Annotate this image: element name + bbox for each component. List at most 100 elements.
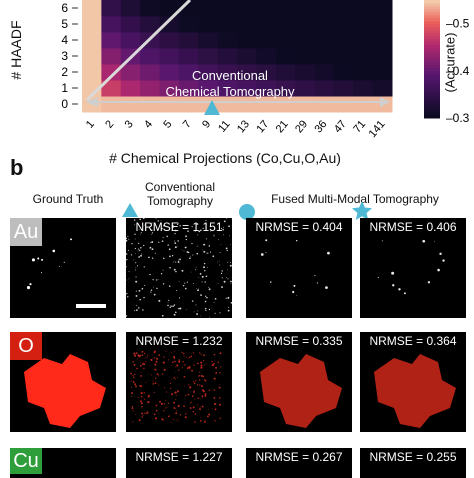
element-badge-o: O — [10, 332, 42, 360]
heatmap-cell — [315, 48, 335, 65]
image-speckle — [167, 305, 169, 307]
image-speckle — [161, 273, 162, 274]
nrmse-label: NRMSE = 0.404 — [246, 220, 352, 234]
image-speckle — [179, 297, 180, 298]
heatmap-cell — [334, 96, 354, 113]
image-speckle — [126, 253, 127, 254]
image-speckle — [197, 384, 198, 385]
x-tick-label: 11 — [216, 118, 233, 134]
image-speckle — [197, 363, 199, 365]
image-speckle — [172, 365, 173, 366]
image-speckle — [140, 362, 141, 363]
image-speckle — [174, 314, 176, 316]
colorbar-segment — [424, 91, 440, 94]
image-speckle — [182, 249, 183, 250]
image-speckle — [222, 271, 223, 272]
image-speckle — [138, 250, 139, 251]
image-speckle — [141, 385, 143, 387]
image-speckle — [162, 315, 164, 317]
image-speckle — [143, 245, 144, 246]
image-speckle — [126, 259, 127, 260]
heatmap-cell — [179, 48, 199, 65]
image-speckle — [198, 277, 199, 278]
image-speckle — [146, 413, 147, 414]
image-speckle — [154, 294, 156, 296]
image-speckle — [135, 414, 136, 415]
image-speckle — [131, 381, 132, 382]
image-speckle — [214, 313, 215, 314]
image-speckle — [41, 259, 43, 261]
image-speckle — [176, 410, 177, 411]
image-speckle — [148, 395, 150, 397]
heatmap-cell — [121, 80, 141, 97]
image-speckle — [178, 359, 180, 361]
heatmap-cell — [353, 48, 373, 65]
image-speckle — [200, 407, 201, 408]
image-speckle — [203, 354, 205, 356]
image-speckle — [220, 418, 221, 419]
image-speckle — [178, 369, 179, 370]
x-tick-label: 9 — [200, 118, 213, 130]
image-speckle — [188, 366, 190, 368]
heatmap-cell — [276, 48, 296, 65]
image-speckle — [126, 280, 127, 281]
colorbar-segment — [424, 86, 440, 89]
image-speckle — [198, 288, 199, 289]
image-speckle — [208, 287, 209, 288]
heatmap-cell — [373, 0, 393, 17]
image-speckle — [156, 288, 157, 289]
nrmse-label: NRMSE = 0.364 — [360, 334, 466, 348]
image-speckle — [183, 285, 184, 286]
image-speckle — [179, 308, 181, 310]
image-speckle — [169, 267, 171, 269]
image-speckle — [135, 262, 136, 263]
colorbar-segment — [424, 27, 440, 30]
image-speckle — [194, 312, 195, 313]
heatmap-cell — [198, 32, 218, 49]
image-speckle — [228, 310, 230, 312]
image-speckle — [143, 415, 144, 416]
x-tick-label: 13 — [235, 118, 252, 135]
image-speckle — [195, 380, 196, 381]
image-speckle — [144, 285, 145, 286]
heatmap-cell — [140, 48, 160, 65]
image-speckle — [168, 359, 169, 360]
image-speckle — [200, 365, 202, 367]
image-speckle — [145, 357, 146, 358]
image-speckle — [212, 408, 213, 409]
image-speckle — [226, 277, 227, 278]
image-speckle — [213, 363, 215, 365]
image-speckle — [147, 412, 149, 414]
image-speckle — [191, 243, 192, 244]
image-speckle — [136, 368, 138, 370]
colorbar-segment — [424, 30, 440, 33]
image-speckle — [178, 420, 179, 421]
image-speckle — [221, 286, 223, 288]
image-speckle — [434, 241, 435, 242]
heatmap-cell — [198, 0, 218, 17]
image-speckle — [153, 280, 154, 281]
image-speckle — [228, 307, 229, 308]
y-tick-label: 5 — [61, 17, 68, 31]
image-speckle — [126, 266, 127, 267]
colorbar-segment — [424, 103, 440, 106]
heatmap-cell — [373, 32, 393, 49]
image-speckle — [219, 397, 221, 399]
image-speckle — [219, 261, 220, 262]
fused-tile-au-star: NRMSE = 0.406 — [360, 218, 466, 318]
image-speckle — [173, 402, 175, 404]
image-speckle — [215, 408, 217, 410]
image-speckle — [193, 392, 195, 394]
image-speckle — [131, 243, 132, 244]
image-speckle — [140, 255, 142, 257]
image-speckle — [140, 365, 142, 367]
image-speckle — [163, 362, 165, 364]
x-tick-label: 36 — [312, 118, 329, 135]
image-speckle — [175, 372, 176, 373]
x-tick-label: 3 — [123, 118, 136, 130]
image-speckle — [173, 261, 174, 262]
image-speckle — [148, 257, 150, 259]
image-speckle — [296, 295, 297, 296]
image-speckle — [176, 290, 177, 291]
heatmap-cell — [121, 96, 141, 113]
